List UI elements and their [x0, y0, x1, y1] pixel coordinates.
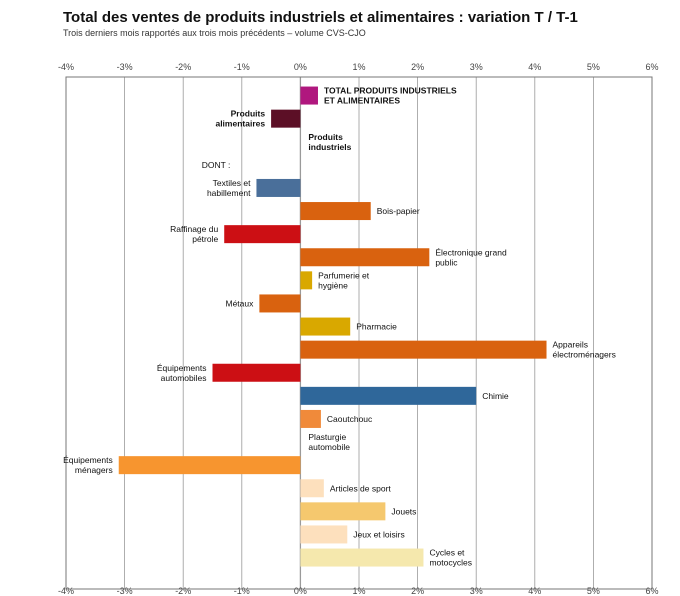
- bar: [300, 502, 386, 521]
- x-tick-label: 5%: [587, 62, 600, 72]
- bar: [300, 386, 477, 405]
- bar: [300, 271, 313, 290]
- x-tick-label-bottom: 1%: [352, 586, 365, 596]
- bar: [256, 178, 301, 197]
- chart-subtitle: Trois derniers mois rapportés aux trois …: [63, 28, 366, 38]
- bar-label: Cycles et motocycles: [429, 548, 472, 568]
- bar: [212, 363, 301, 382]
- bar-label: TOTAL PRODUITS INDUSTRIELS ET ALIMENTAIRE…: [324, 86, 457, 106]
- bar: [300, 86, 318, 105]
- bars: [118, 86, 547, 567]
- bar: [118, 456, 301, 475]
- plot-frame: [65, 76, 653, 590]
- bar-label: Plasturgie automobile: [308, 432, 350, 452]
- x-tick-label-bottom: 5%: [587, 586, 600, 596]
- x-tick-label: 4%: [528, 62, 541, 72]
- x-tick-label: 1%: [352, 62, 365, 72]
- bar-label: Articles de sport: [330, 483, 392, 493]
- bar-label: DONT :: [202, 160, 231, 170]
- bar: [271, 109, 301, 128]
- bar: [224, 225, 301, 244]
- bar: [300, 340, 547, 359]
- bar: [259, 294, 301, 313]
- x-tick-label: 0%: [294, 62, 307, 72]
- bar: [300, 409, 321, 428]
- bar-label: Équipements automobiles: [157, 363, 207, 383]
- bar-label: Raffinage du pétrole: [170, 224, 218, 244]
- x-tick-label: 3%: [470, 62, 483, 72]
- chart-title: Total des ventes de produits industriels…: [63, 9, 578, 26]
- bar-labels: TOTAL PRODUITS INDUSTRIELS ET ALIMENTAIRE…: [63, 86, 616, 568]
- x-tick-label: -4%: [58, 62, 74, 72]
- x-tick-label-bottom: 3%: [470, 586, 483, 596]
- bar-label: Bois-papier: [377, 206, 420, 216]
- bar-label: Caoutchouc: [327, 414, 373, 424]
- x-tick-label: -2%: [175, 62, 191, 72]
- x-tick-label: -3%: [117, 62, 133, 72]
- bar-label: Chimie: [482, 391, 509, 401]
- bar-label: Textiles et habillement: [207, 178, 251, 198]
- x-tick-label-bottom: 6%: [645, 586, 658, 596]
- bar-label: Métaux: [226, 298, 255, 308]
- bar-label: Jeux et loisirs: [353, 529, 405, 539]
- x-tick-label-bottom: 4%: [528, 586, 541, 596]
- bar-label: Parfumerie et hygiène: [318, 270, 370, 290]
- bar-label: Pharmacie: [356, 322, 397, 332]
- x-tick-label: 2%: [411, 62, 424, 72]
- bar: [300, 317, 351, 336]
- x-tick-label-bottom: -3%: [117, 586, 133, 596]
- bar-label: Produits alimentaires: [215, 109, 265, 129]
- x-tick-label-bottom: 2%: [411, 586, 424, 596]
- x-tick-label-bottom: -4%: [58, 586, 74, 596]
- bar-label: Appareils électroménagers: [553, 340, 616, 360]
- x-tick-label-bottom: 0%: [294, 586, 307, 596]
- bar: [300, 548, 424, 567]
- x-tick-label: 6%: [645, 62, 658, 72]
- bar-label: Électronique grand public: [435, 247, 507, 267]
- x-tick-label: -1%: [234, 62, 250, 72]
- bar: [300, 248, 430, 267]
- x-tick-label-bottom: -1%: [234, 586, 250, 596]
- bar-label: Équipements ménagers: [63, 455, 113, 475]
- bar: [300, 479, 324, 498]
- bar-label: Jouets: [391, 506, 416, 516]
- bar: [300, 525, 348, 544]
- x-axis-ticks: -4% -4% -3% -3% -2% -2% -1% -1% 0% 0% 1% 1% 2% 2% 3% 3%…: [58, 62, 659, 596]
- x-tick-label-bottom: -2%: [175, 586, 191, 596]
- bar-label: Produits industriels: [308, 132, 351, 152]
- bar: [300, 202, 371, 221]
